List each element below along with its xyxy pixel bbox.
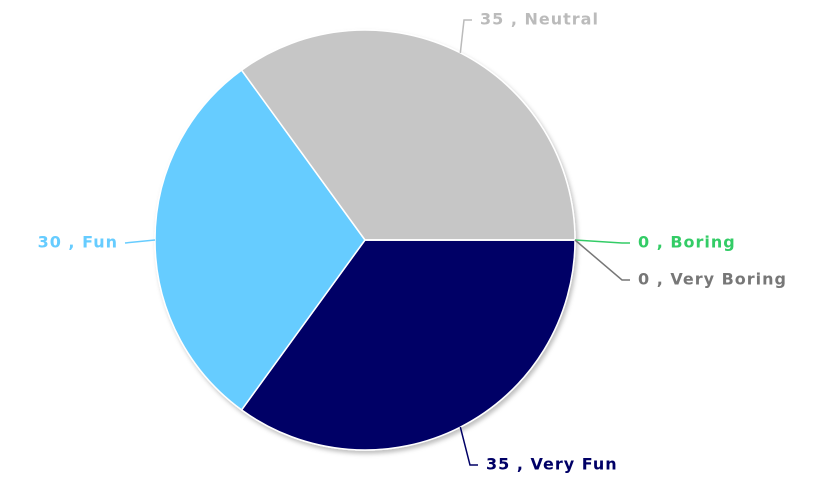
leader-line — [574, 239, 630, 244]
leader-line — [459, 19, 472, 53]
slice-label: 35 , Very Fun — [486, 455, 618, 474]
leader-line — [124, 239, 156, 244]
leader-line — [574, 239, 630, 281]
leader-line — [459, 426, 478, 466]
pie — [154, 29, 576, 451]
pie-slice — [240, 29, 576, 241]
slice-label: 0 , Boring — [638, 233, 736, 252]
slice-label: 30 , Fun — [38, 233, 118, 252]
pie-slice — [154, 69, 366, 411]
slice-label: 35 , Neutral — [480, 10, 599, 29]
pie-slice — [240, 239, 576, 451]
slice-label: 0 , Very Boring — [638, 270, 787, 289]
